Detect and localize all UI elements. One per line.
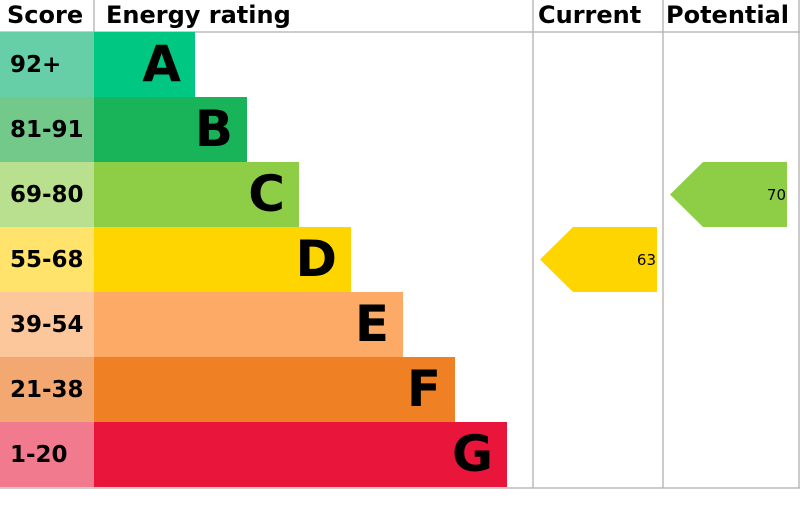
band-letter: C (248, 165, 285, 223)
current-value: 63 (637, 251, 656, 269)
score-cell (0, 97, 94, 162)
band-bar (94, 292, 403, 357)
score-label: 55-68 (10, 247, 84, 273)
band-letter: A (142, 35, 181, 93)
band-bar (94, 97, 247, 162)
potential-value: 70 (767, 186, 786, 204)
score-label: 69-80 (10, 182, 84, 208)
score-cell (0, 422, 94, 487)
band-bar (94, 227, 351, 292)
score-label: 1-20 (10, 442, 68, 468)
score-label: 21-38 (10, 377, 84, 403)
potential-arrow (670, 162, 787, 227)
header-score: Score (7, 1, 83, 29)
header-rating: Energy rating (106, 1, 291, 29)
header-current: Current (538, 1, 641, 29)
band-bar (94, 32, 195, 97)
score-cell (0, 292, 94, 357)
score-label: 39-54 (10, 312, 84, 338)
score-label: 81-91 (10, 117, 84, 143)
band-letter: G (452, 425, 493, 483)
band-bar (94, 357, 455, 422)
band-letter: D (295, 230, 337, 288)
band-bar (94, 162, 299, 227)
band-letter: E (355, 295, 389, 353)
band-bar (94, 422, 507, 487)
score-cell (0, 162, 94, 227)
current-arrow (540, 227, 657, 292)
score-cell (0, 32, 94, 97)
score-label: 92+ (10, 52, 61, 78)
score-cell (0, 227, 94, 292)
band-letter: B (195, 100, 233, 158)
band-letter: F (407, 360, 441, 418)
header-potential: Potential (666, 1, 789, 29)
score-cell (0, 357, 94, 422)
